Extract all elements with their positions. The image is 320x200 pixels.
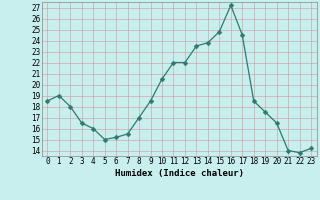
X-axis label: Humidex (Indice chaleur): Humidex (Indice chaleur) [115, 169, 244, 178]
